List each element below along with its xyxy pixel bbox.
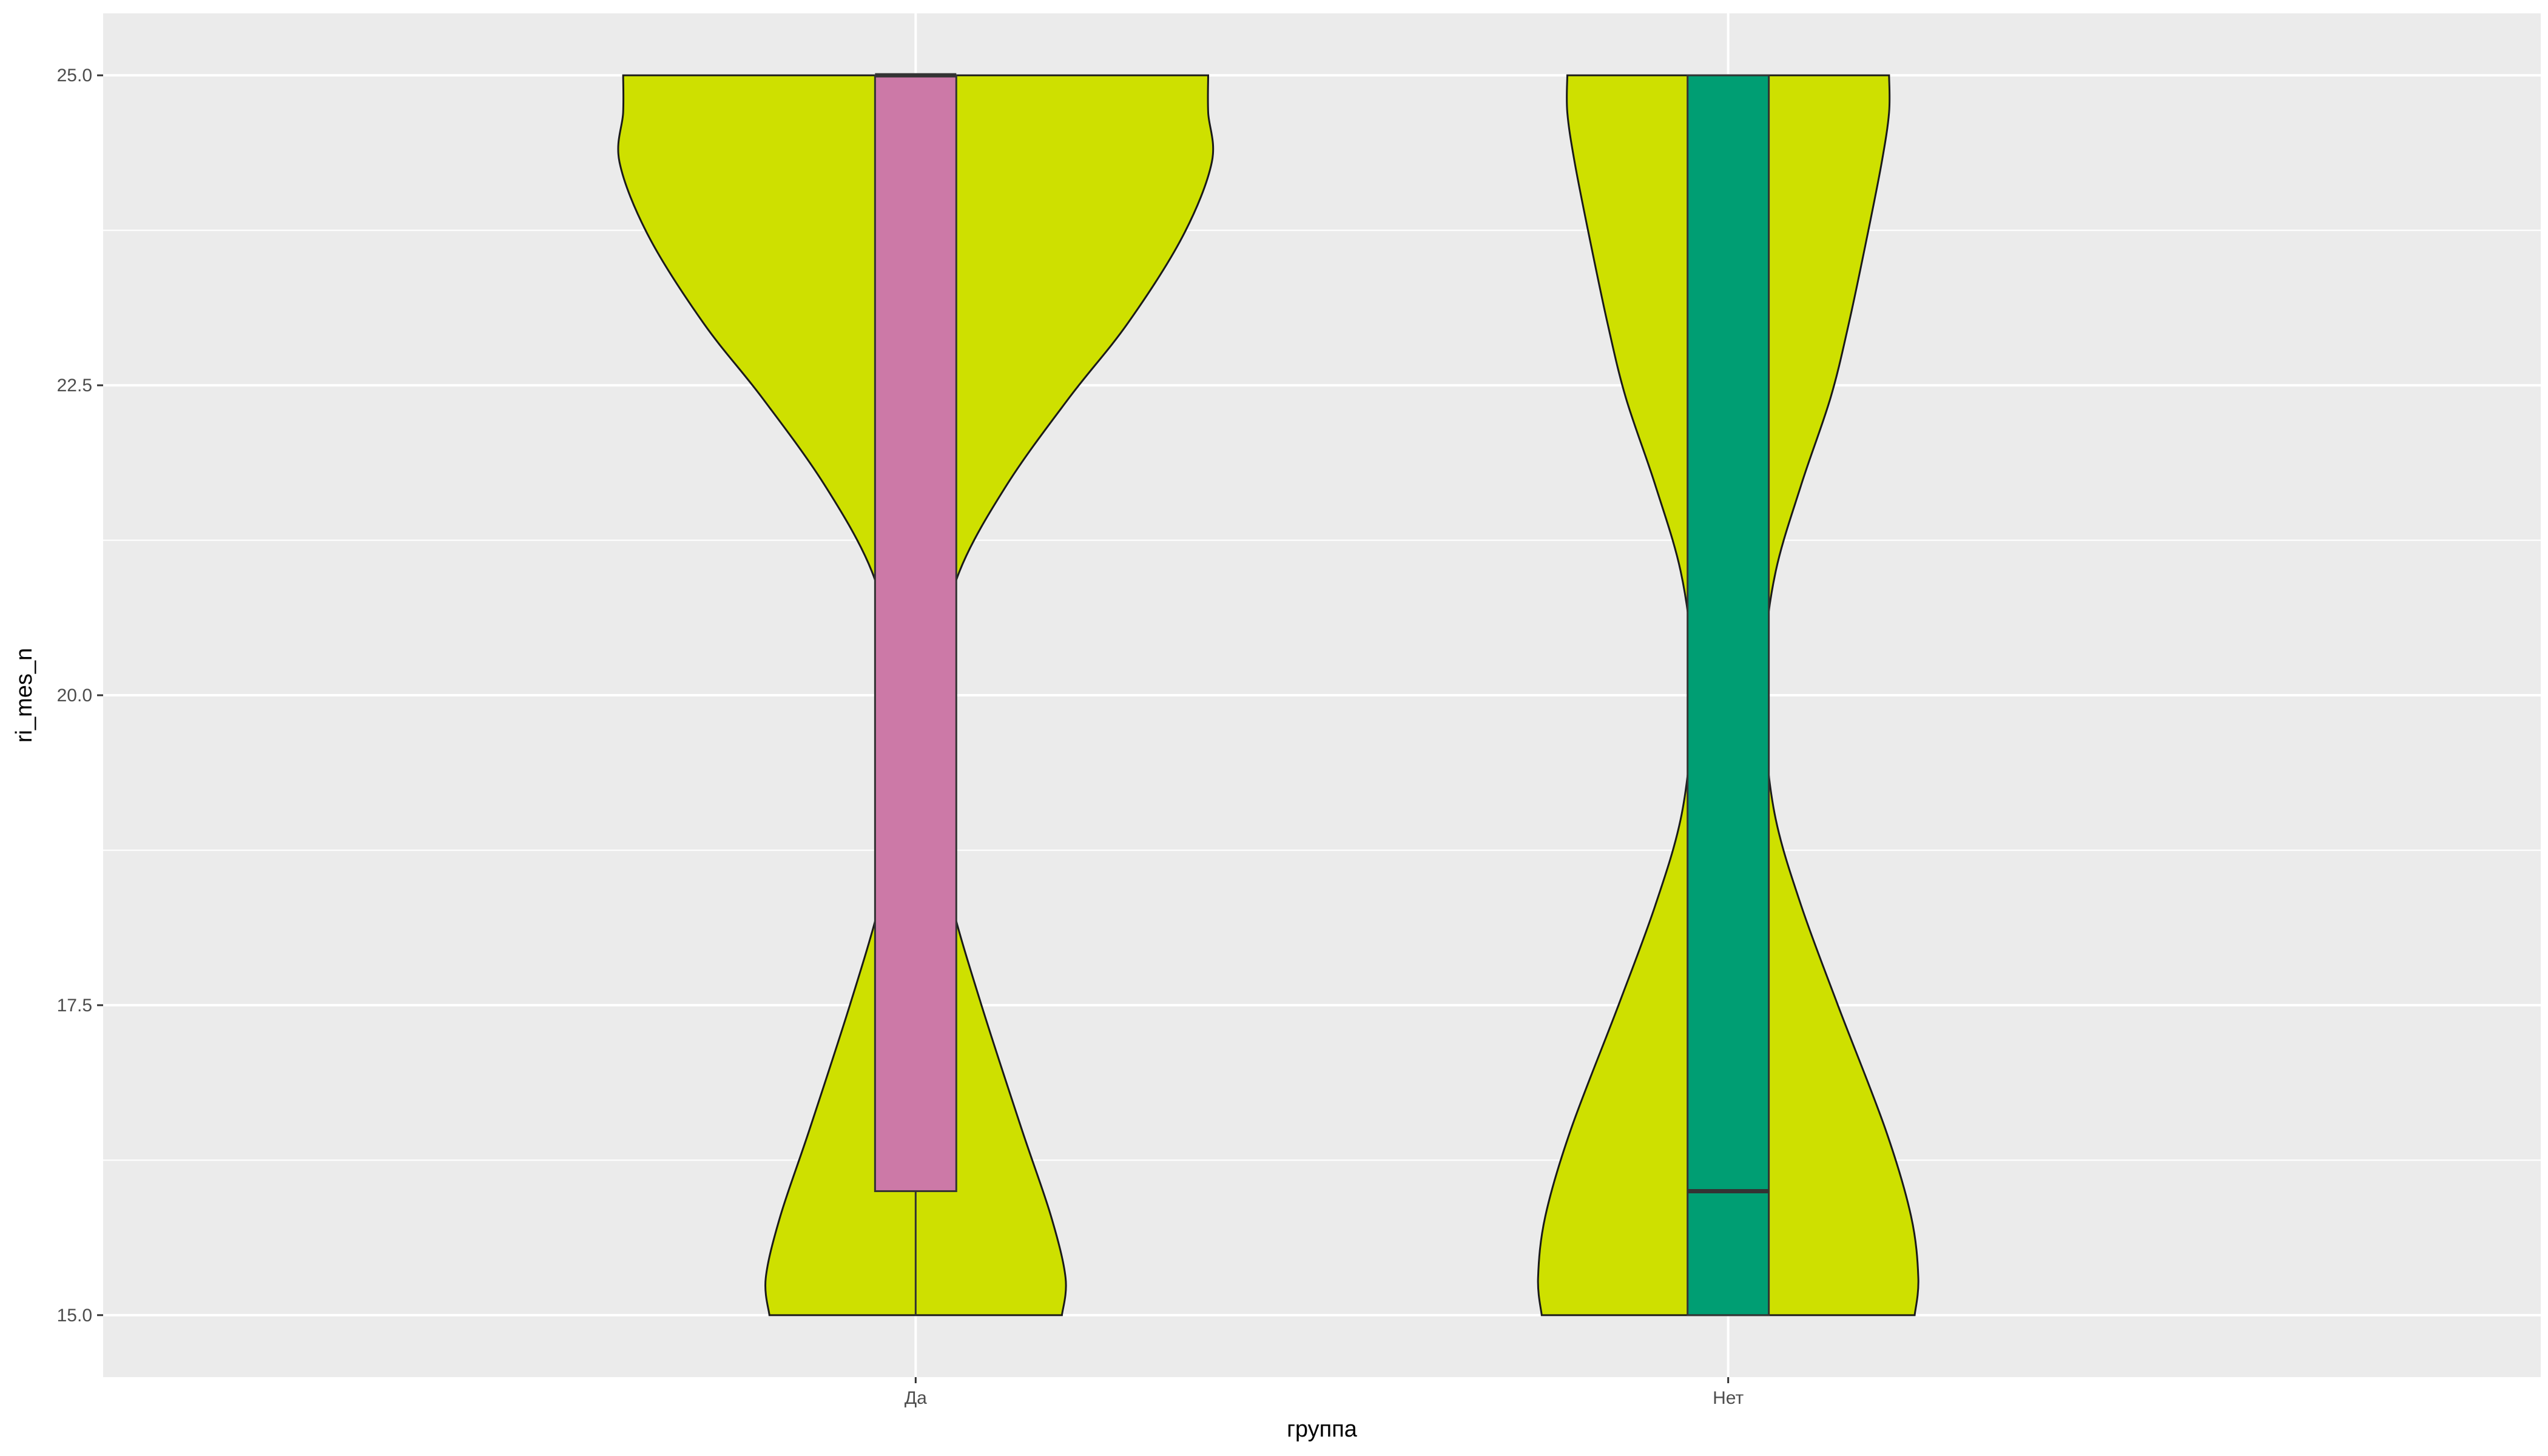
y-tick-label: 20.0	[57, 686, 92, 706]
y-tick-label: 25.0	[57, 66, 92, 86]
y-tick-label: 22.5	[57, 376, 92, 396]
y-tick-label: 15.0	[57, 1306, 92, 1326]
y-tick-label: 17.5	[57, 996, 92, 1016]
y-axis-title: ri_mes_n	[12, 648, 37, 743]
box-Нет	[1687, 74, 1770, 1316]
x-axis-title: группа	[1287, 1417, 1358, 1442]
x-tick-label: Да	[905, 1388, 927, 1408]
y-axis-ticks: 15.0 17.5 20.0 22.5 25.0	[57, 66, 103, 1326]
x-tick-label: Нет	[1713, 1388, 1744, 1408]
box-Да	[874, 74, 957, 1192]
minor-gridlines	[103, 229, 2541, 1161]
boxplots	[874, 73, 1770, 1316]
x-axis-ticks: Да Нет	[905, 1377, 1744, 1408]
